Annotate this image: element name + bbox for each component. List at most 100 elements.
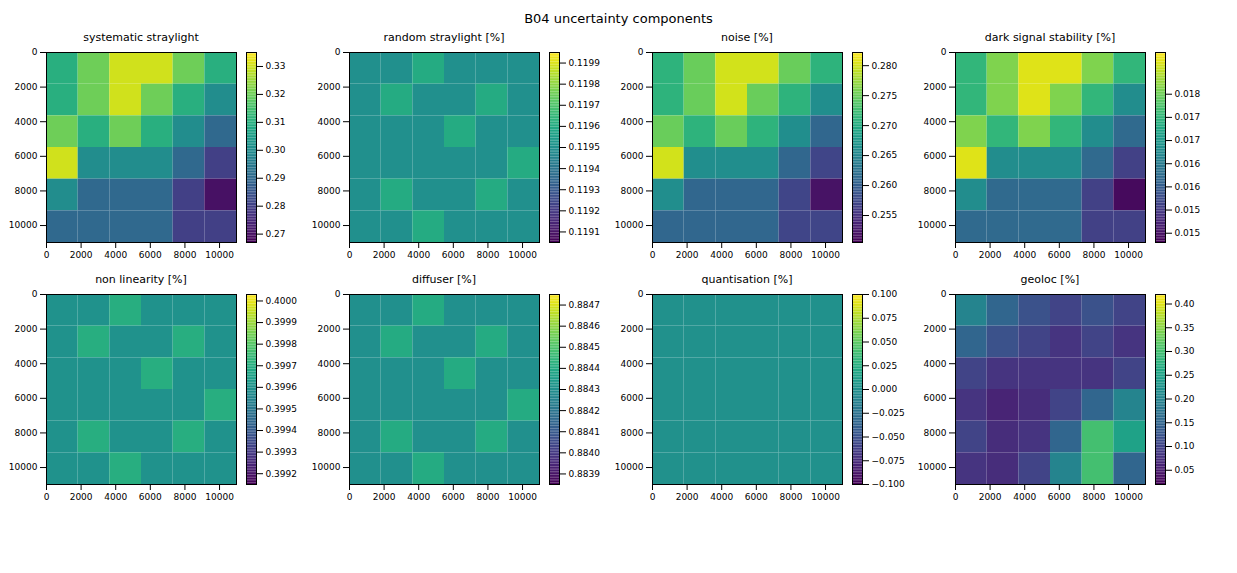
svg-text:0.025: 0.025 xyxy=(872,361,898,371)
svg-text:2000: 2000 xyxy=(621,82,644,92)
svg-text:4000: 4000 xyxy=(924,359,947,369)
svg-text:0.27: 0.27 xyxy=(266,229,286,239)
svg-text:0.1192: 0.1192 xyxy=(569,206,601,216)
svg-text:0: 0 xyxy=(44,492,50,502)
svg-text:0.016: 0.016 xyxy=(1175,159,1201,169)
svg-text:8000: 8000 xyxy=(621,428,644,438)
svg-text:2000: 2000 xyxy=(70,492,93,502)
svg-text:8000: 8000 xyxy=(476,492,499,502)
svg-text:0.017: 0.017 xyxy=(1175,135,1201,145)
svg-text:4000: 4000 xyxy=(15,117,38,127)
svg-text:0.1195: 0.1195 xyxy=(569,142,601,152)
svg-text:0.3995: 0.3995 xyxy=(266,404,298,414)
svg-text:2000: 2000 xyxy=(373,250,396,260)
svg-text:6000: 6000 xyxy=(318,393,341,403)
svg-text:4000: 4000 xyxy=(621,117,644,127)
svg-text:6000: 6000 xyxy=(924,151,947,161)
svg-text:0: 0 xyxy=(44,250,50,260)
svg-text:6000: 6000 xyxy=(442,492,465,502)
svg-text:10000: 10000 xyxy=(312,462,341,472)
svg-text:10000: 10000 xyxy=(9,462,38,472)
svg-text:10000: 10000 xyxy=(1114,492,1143,502)
svg-text:8000: 8000 xyxy=(1082,492,1105,502)
svg-text:0.8846: 0.8846 xyxy=(569,321,601,331)
svg-text:10000: 10000 xyxy=(205,250,234,260)
svg-text:0.260: 0.260 xyxy=(872,180,898,190)
svg-text:0.3992: 0.3992 xyxy=(266,469,298,479)
svg-text:0: 0 xyxy=(953,250,959,260)
svg-text:8000: 8000 xyxy=(173,250,196,260)
svg-text:2000: 2000 xyxy=(70,250,93,260)
svg-text:0.017: 0.017 xyxy=(1175,112,1201,122)
svg-text:2000: 2000 xyxy=(621,324,644,334)
svg-text:0.015: 0.015 xyxy=(1175,205,1201,215)
svg-text:6000: 6000 xyxy=(139,250,162,260)
svg-text:0.33: 0.33 xyxy=(266,61,286,71)
svg-text:4000: 4000 xyxy=(407,492,430,502)
svg-text:4000: 4000 xyxy=(1013,250,1036,260)
svg-text:10000: 10000 xyxy=(1114,250,1143,260)
svg-text:6000: 6000 xyxy=(1048,492,1071,502)
svg-text:0.20: 0.20 xyxy=(1175,394,1195,404)
svg-text:−0.025: −0.025 xyxy=(872,408,905,418)
svg-text:8000: 8000 xyxy=(924,428,947,438)
svg-text:0.1193: 0.1193 xyxy=(569,185,601,195)
svg-text:2000: 2000 xyxy=(979,492,1002,502)
svg-text:0: 0 xyxy=(347,492,353,502)
svg-text:0: 0 xyxy=(941,47,947,57)
svg-text:4000: 4000 xyxy=(1013,492,1036,502)
svg-text:2000: 2000 xyxy=(676,492,699,502)
svg-text:2000: 2000 xyxy=(318,82,341,92)
svg-text:10000: 10000 xyxy=(508,492,537,502)
svg-text:6000: 6000 xyxy=(1048,250,1071,260)
svg-text:0.255: 0.255 xyxy=(872,210,898,220)
svg-text:2000: 2000 xyxy=(318,324,341,334)
svg-text:4000: 4000 xyxy=(104,492,127,502)
svg-text:0: 0 xyxy=(347,250,353,260)
svg-text:0: 0 xyxy=(32,289,38,299)
svg-text:6000: 6000 xyxy=(621,151,644,161)
svg-text:2000: 2000 xyxy=(979,250,1002,260)
svg-text:4000: 4000 xyxy=(924,117,947,127)
svg-text:0.3998: 0.3998 xyxy=(266,339,298,349)
svg-text:0: 0 xyxy=(650,250,656,260)
svg-text:0.3999: 0.3999 xyxy=(266,317,298,327)
svg-text:0.25: 0.25 xyxy=(1175,370,1195,380)
svg-text:0.8845: 0.8845 xyxy=(569,342,601,352)
svg-text:0: 0 xyxy=(32,47,38,57)
svg-text:0.8841: 0.8841 xyxy=(569,427,601,437)
svg-text:0.8839: 0.8839 xyxy=(569,469,601,479)
svg-text:6000: 6000 xyxy=(442,250,465,260)
svg-text:8000: 8000 xyxy=(924,186,947,196)
svg-text:0.05: 0.05 xyxy=(1175,465,1195,475)
svg-text:10000: 10000 xyxy=(615,220,644,230)
svg-text:0.35: 0.35 xyxy=(1175,323,1195,333)
svg-text:0: 0 xyxy=(650,492,656,502)
svg-text:0.10: 0.10 xyxy=(1175,441,1195,451)
svg-text:0.1197: 0.1197 xyxy=(569,100,601,110)
svg-text:8000: 8000 xyxy=(779,250,802,260)
svg-text:6000: 6000 xyxy=(621,393,644,403)
svg-text:0: 0 xyxy=(335,47,341,57)
svg-text:10000: 10000 xyxy=(615,462,644,472)
svg-text:4000: 4000 xyxy=(407,250,430,260)
svg-text:0.3997: 0.3997 xyxy=(266,361,298,371)
svg-text:6000: 6000 xyxy=(15,151,38,161)
svg-text:2000: 2000 xyxy=(15,324,38,334)
svg-text:0.018: 0.018 xyxy=(1175,89,1201,99)
svg-text:6000: 6000 xyxy=(924,393,947,403)
svg-text:8000: 8000 xyxy=(1082,250,1105,260)
svg-text:4000: 4000 xyxy=(710,250,733,260)
svg-text:0.3994: 0.3994 xyxy=(266,425,298,435)
svg-text:4000: 4000 xyxy=(621,359,644,369)
svg-text:8000: 8000 xyxy=(173,492,196,502)
svg-text:0.8840: 0.8840 xyxy=(569,448,601,458)
svg-text:8000: 8000 xyxy=(15,186,38,196)
svg-text:10000: 10000 xyxy=(9,220,38,230)
svg-text:0.075: 0.075 xyxy=(872,313,898,323)
svg-text:4000: 4000 xyxy=(318,117,341,127)
svg-text:10000: 10000 xyxy=(811,250,840,260)
svg-text:0: 0 xyxy=(638,47,644,57)
svg-text:−0.100: −0.100 xyxy=(872,479,906,489)
svg-text:10000: 10000 xyxy=(918,220,947,230)
